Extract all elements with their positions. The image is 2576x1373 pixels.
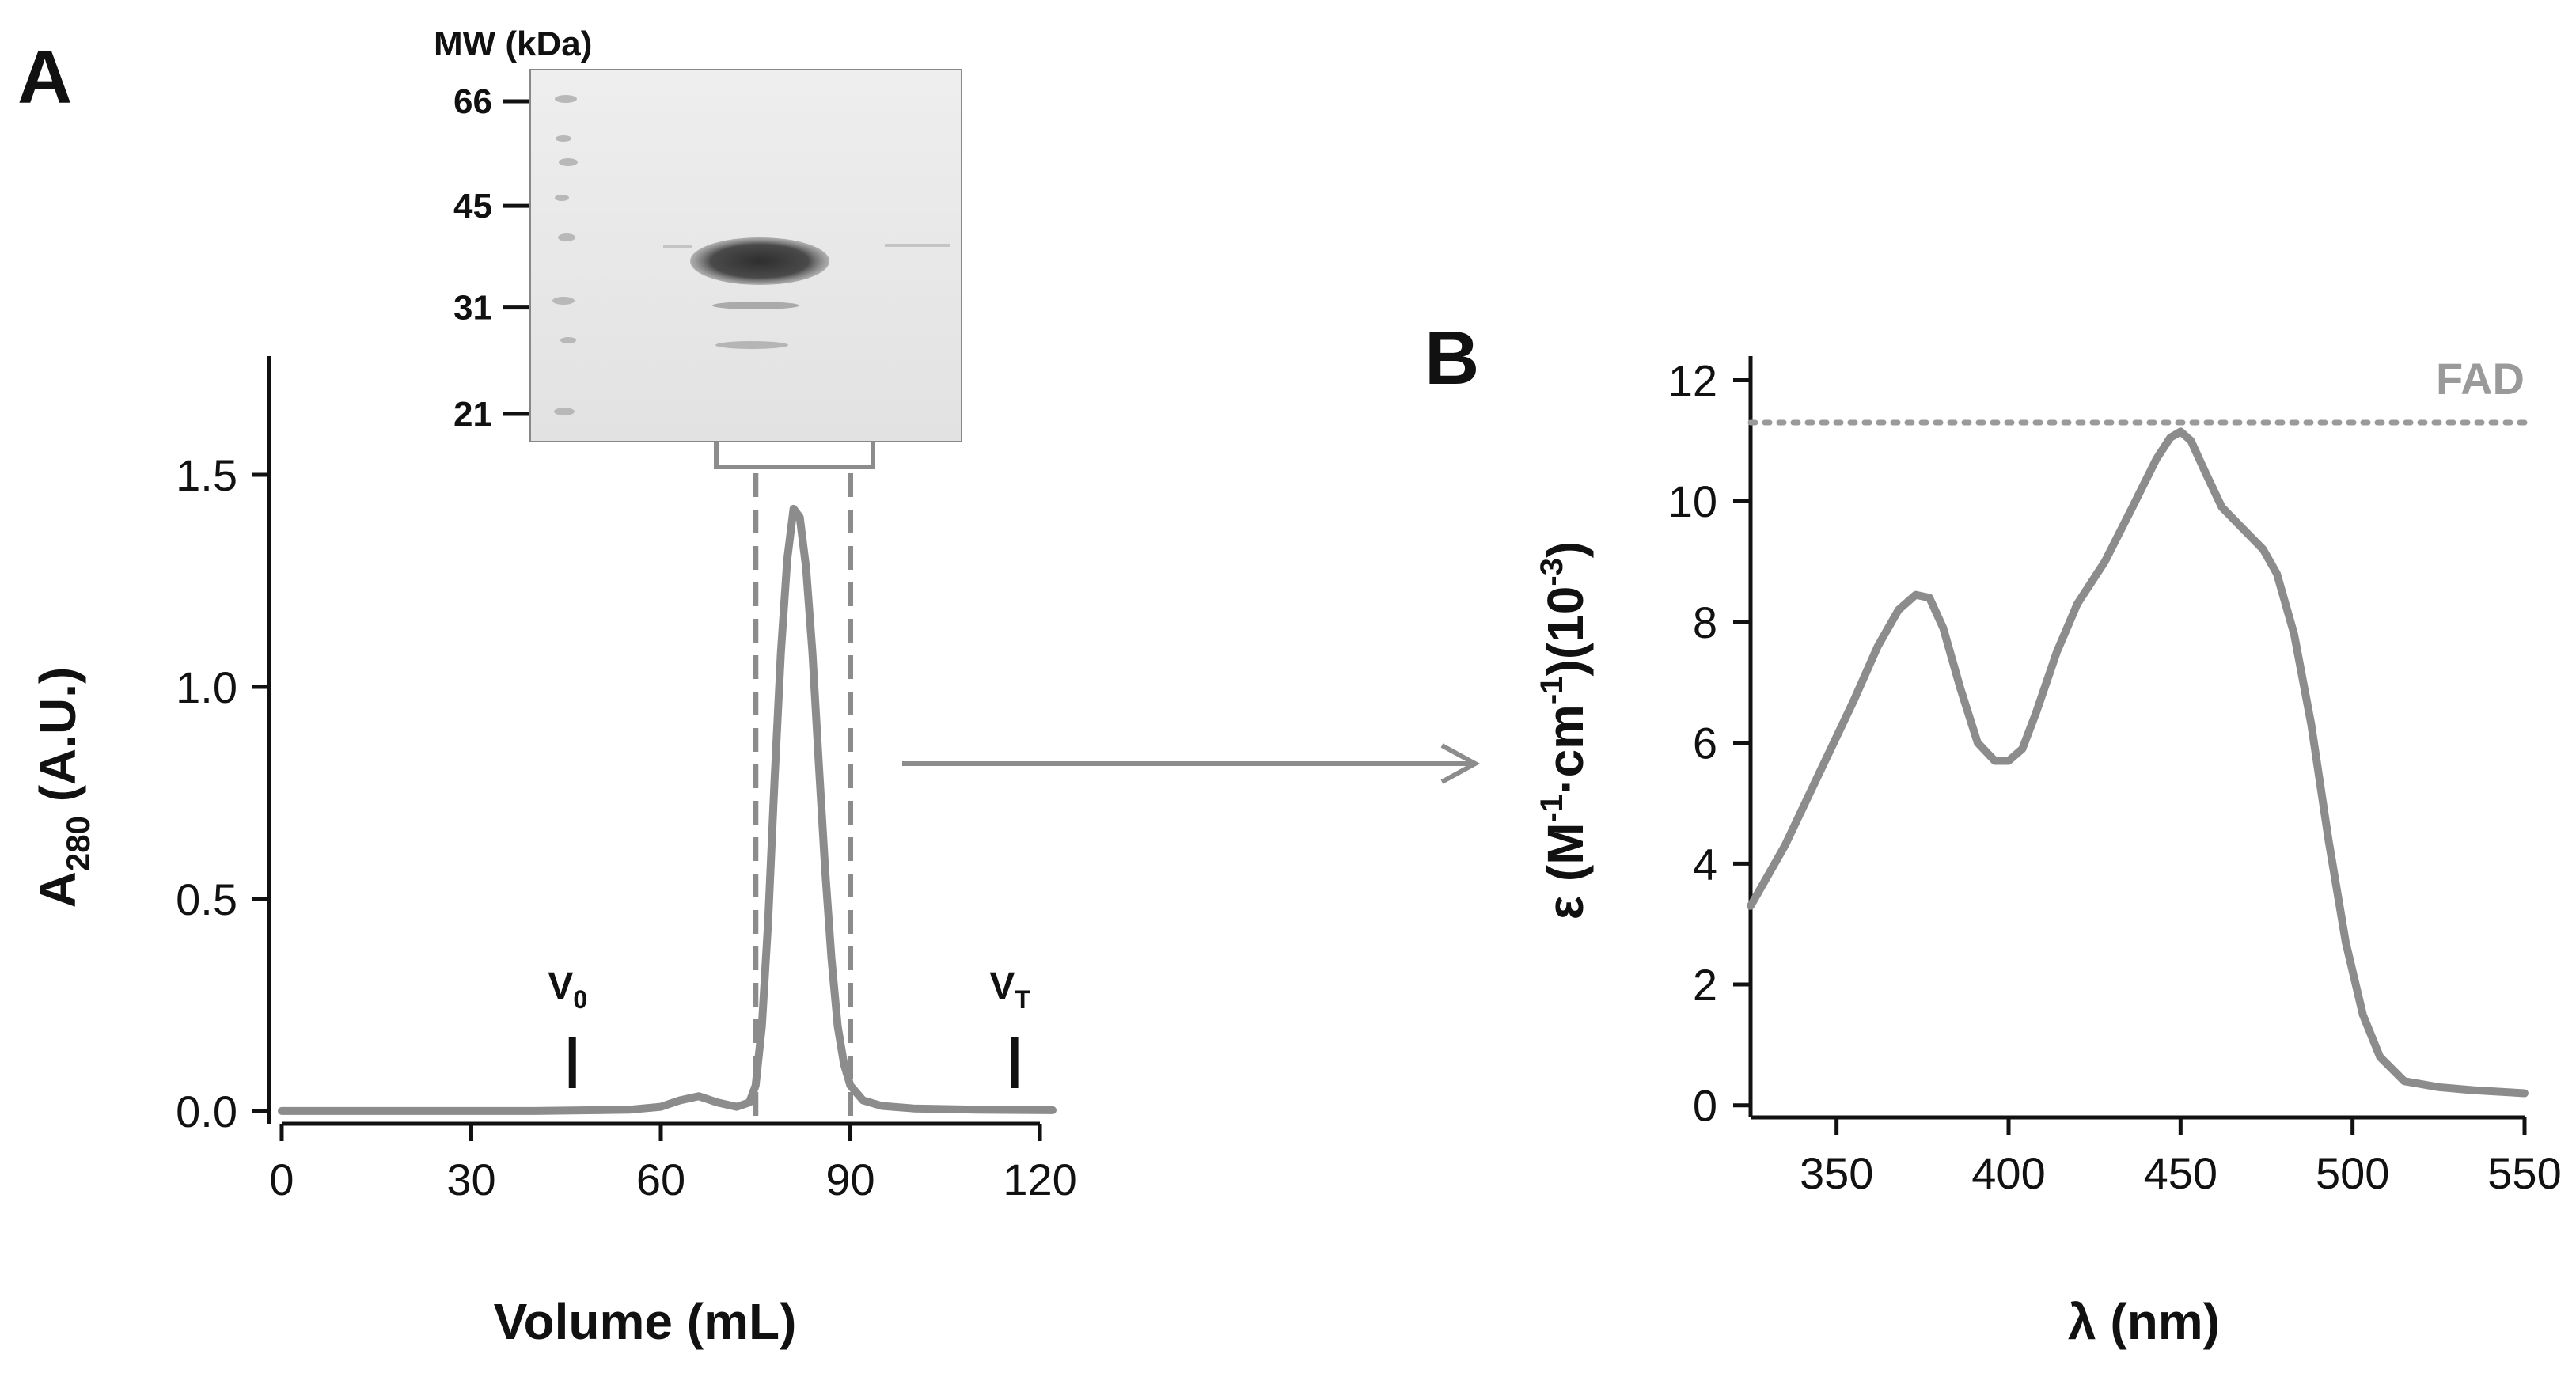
gel-main-band: [690, 237, 829, 285]
b-x-tick-label: 550: [2487, 1148, 2561, 1198]
b-x-axis-title: λ (nm): [2068, 1293, 2220, 1350]
gel-mw-header: MW (kDa): [434, 25, 592, 63]
a-x-tick-label: 30: [446, 1155, 495, 1204]
a-x-tick-label: 120: [1003, 1155, 1076, 1204]
a-y-tick-label: 0.0: [176, 1087, 237, 1136]
b-series-line: [1747, 427, 2529, 1098]
b-y-tick-label: 6: [1693, 719, 1717, 768]
b-y-tick-label: 0: [1693, 1081, 1717, 1131]
b-x-tick-label: 400: [1971, 1148, 2045, 1198]
b-y-axis-title: ε (M-1·cm-1)(10-3): [1535, 541, 1594, 920]
gel-marker-label: 66: [453, 82, 492, 121]
b-y-tick-label: 4: [1693, 839, 1717, 889]
b-x-tick-label: 350: [1800, 1148, 1873, 1198]
b-y-tick-label: 8: [1693, 597, 1717, 647]
gel-fraction-bracket: [714, 442, 875, 469]
gel-marker-label: 45: [453, 187, 492, 226]
a-y-axis-title: A280 (A.U.): [29, 667, 97, 908]
spectrum-chart: 350 400 450 500 550 0 2 4 6 8 10 12 λ (nm) ε (M-1·cm-…: [1535, 354, 2562, 1350]
b-x-tick-label: 500: [2316, 1148, 2389, 1198]
a-marker-label: VT: [989, 965, 1030, 1014]
a-y-tick-label: 1.5: [176, 450, 237, 500]
a-y-tick-label: 0.5: [176, 874, 237, 924]
panel-b-label: B: [1425, 316, 1479, 400]
b-y-tick-label: 10: [1668, 476, 1717, 526]
gel-marker-label: 21: [453, 395, 492, 434]
a-marker-label: V0: [548, 965, 587, 1014]
gel-sample-lane: [663, 237, 950, 349]
gel-minor-band: [715, 341, 788, 349]
a-y-tick-label: 1.0: [176, 662, 237, 712]
a-series-line: [278, 504, 1057, 1115]
b-y-tick-label: 2: [1693, 960, 1717, 1010]
gel-minor-band: [712, 302, 799, 309]
b-x-tick-label: 450: [2144, 1148, 2217, 1198]
b-y-tick-label: 12: [1668, 356, 1717, 406]
gel-inset: MW (kDa) 66 45 31 21: [434, 25, 962, 469]
a-x-tick-label: 90: [825, 1155, 874, 1204]
chromatogram-chart: 0 30 60 90 120 0.0 0.5 1.0 1.5 Volume (mL) A280 (A…: [29, 356, 1077, 1350]
panel-a-label: A: [17, 35, 72, 119]
connector-arrow: [902, 743, 1481, 784]
gel-marker-label: 31: [453, 289, 492, 328]
gel-ladder-lane: [552, 95, 578, 415]
a-x-axis-title: Volume (mL): [494, 1293, 797, 1350]
a-x-tick-label: 0: [269, 1155, 294, 1204]
a-x-tick-label: 60: [636, 1155, 685, 1204]
b-reference-label: FAD: [2436, 354, 2525, 404]
